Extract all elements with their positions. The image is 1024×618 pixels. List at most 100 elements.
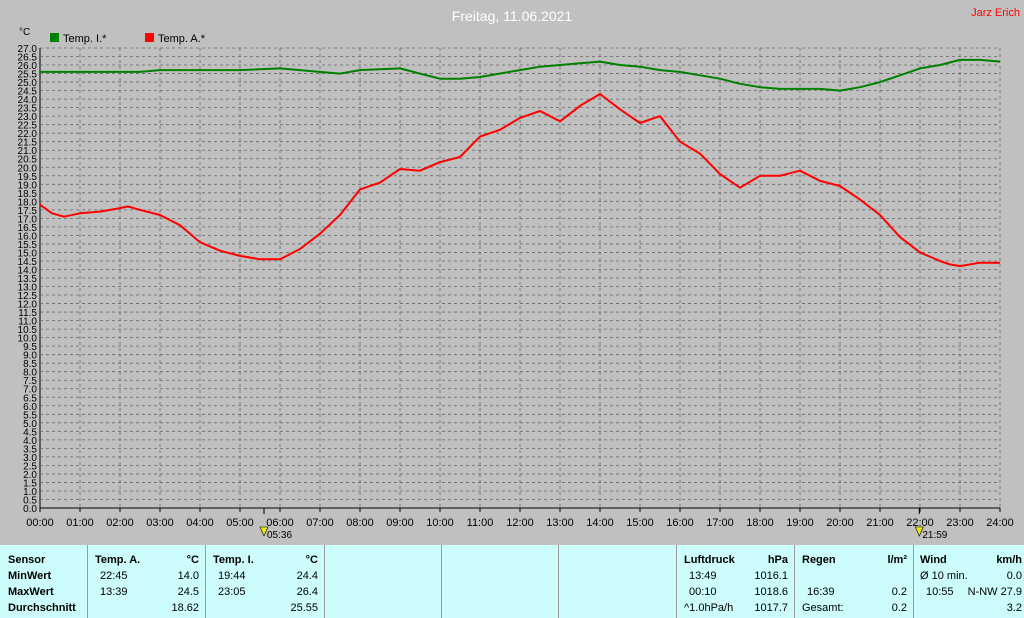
- y-tick-label: 6.0: [23, 402, 37, 413]
- sun-markers: 05:36 21:59: [259, 508, 948, 541]
- y-tick-label: 20.5: [18, 155, 38, 166]
- x-tick-label: 17:00: [706, 517, 734, 529]
- y-tick-label: 14.5: [18, 257, 38, 268]
- stats-wind-section: Wind km/h Ø 10 min. 0.0 10:55 N-NW 27.9 …: [914, 545, 1024, 618]
- x-tick-label: 05:00: [226, 517, 254, 529]
- rain-unit: l/m²: [887, 554, 907, 566]
- temp-a-header: Temp. A.: [95, 554, 141, 566]
- y-tick-label: 18.0: [18, 197, 38, 208]
- y-tick-label: 4.5: [23, 427, 37, 438]
- y-tick-label: 5.5: [23, 410, 37, 421]
- y-tick-label: 11.0: [18, 317, 37, 328]
- sunset-time-label: 21:59: [922, 530, 947, 541]
- y-tick-label: 9.0: [23, 351, 37, 362]
- temp-i-min-time: 19:44: [218, 570, 246, 582]
- temp-a-unit: °C: [186, 554, 199, 566]
- y-tick-label: 24.0: [18, 95, 38, 106]
- x-tick-label: 00:00: [26, 517, 54, 529]
- y-tick-label: 2.5: [23, 461, 37, 472]
- y-tick-label: 25.5: [18, 70, 38, 81]
- y-tick-label: 1.0: [23, 487, 37, 498]
- sunrise-icon: [259, 526, 269, 537]
- y-tick-label: 1.5: [23, 478, 37, 489]
- rain-header: Regen: [802, 554, 836, 566]
- y-tick-label: 3.5: [23, 444, 37, 455]
- y-tick-label: 19.5: [18, 172, 38, 183]
- y-tick-label: 18.5: [18, 189, 38, 200]
- y-tick-label: 16.5: [18, 223, 38, 234]
- x-tick-label: 06:00: [266, 517, 294, 529]
- legend-label-temp-i: Temp. I.*: [63, 33, 107, 45]
- y-tick-label: 19.0: [18, 180, 38, 191]
- wind-gust-time: 10:55: [926, 586, 954, 598]
- y-tick-label: 7.5: [23, 376, 37, 387]
- sunset-marker: 21:59: [914, 508, 948, 541]
- x-tick-label: 08:00: [346, 517, 374, 529]
- sunset-icon: [914, 526, 924, 537]
- max-label: MaxWert: [8, 586, 54, 598]
- x-tick-label: 24:00: [986, 517, 1014, 529]
- y-tick-label: 23.0: [18, 112, 38, 123]
- y-tick-label: 8.5: [23, 359, 37, 370]
- y-tick-label: 16.0: [18, 231, 38, 242]
- legend-swatch-temp-a: [145, 33, 154, 42]
- pressure-trend: 1017.7: [754, 602, 788, 614]
- temp-a-min: 14.0: [177, 570, 199, 582]
- x-tick-label: 07:00: [306, 517, 334, 529]
- wind-gust-dir: N-NW 27.9: [967, 586, 1022, 598]
- x-tick-label: 15:00: [626, 517, 654, 529]
- rain-total: 0.2: [891, 602, 907, 614]
- y-tick-label: 13.5: [18, 274, 38, 285]
- y-tick-label: 22.0: [18, 129, 38, 140]
- wind-avg10: 0.0: [1006, 570, 1022, 582]
- y-tick-label: 12.0: [18, 300, 38, 311]
- temp-i-avg: 25.55: [290, 602, 318, 614]
- x-tick-label: 13:00: [546, 517, 574, 529]
- chart-area: Freitag, 11.06.2021 Jarz Erich °C Temp. …: [18, 7, 1020, 541]
- x-tick-label: 18:00: [746, 517, 774, 529]
- y-tick-label: 22.5: [18, 121, 38, 132]
- temp-a-max-time: 13:39: [100, 586, 128, 598]
- y-tick-label: 24.5: [18, 87, 38, 98]
- y-tick-label: 15.5: [18, 240, 38, 251]
- pressure-unit: hPa: [767, 554, 788, 566]
- x-tick-label: 10:00: [426, 517, 454, 529]
- stats-empty-section-2: [442, 545, 559, 618]
- pressure-min: 1016.1: [754, 570, 788, 582]
- y-tick-label: 3.0: [23, 453, 37, 464]
- rain-time: 16:39: [807, 586, 835, 598]
- min-label: MinWert: [8, 570, 52, 582]
- y-tick-label: 27.0: [18, 44, 38, 55]
- x-tick-label: 19:00: [786, 517, 814, 529]
- y-tick-label: 12.5: [18, 291, 38, 302]
- x-tick-label: 22:00: [906, 517, 934, 529]
- pressure-min-time: 13:49: [689, 570, 717, 582]
- y-tick-label: 2.0: [23, 470, 37, 481]
- stats-sensor-section: Sensor MinWert MaxWert Durchschnitt: [0, 545, 88, 618]
- y-tick-label: 23.5: [18, 104, 38, 115]
- y-tick-label: 10.5: [18, 325, 38, 336]
- pressure-trend-label: ^1.0hPa/h: [684, 602, 734, 614]
- sunrise-time-label: 05:36: [267, 530, 292, 541]
- x-tick-label: 03:00: [146, 517, 174, 529]
- y-tick-label: 21.5: [18, 138, 38, 149]
- wind-current: 3.2: [1006, 602, 1022, 614]
- rain-value: 0.2: [891, 586, 907, 598]
- sensor-label: Sensor: [8, 554, 46, 566]
- series-line-temp-i: [40, 58, 1001, 92]
- y-tick-label: 10.0: [18, 334, 38, 345]
- legend-swatch-temp-i: [50, 33, 59, 42]
- pressure-header: Luftdruck: [684, 554, 735, 566]
- temp-a-avg: 18.62: [171, 602, 199, 614]
- x-tick-label: 01:00: [66, 517, 94, 529]
- sunrise-marker: 05:36: [259, 508, 292, 541]
- x-tick-label: 21:00: [866, 517, 894, 529]
- y-tick-label: 0.5: [23, 495, 37, 506]
- x-tick-label: 11:00: [467, 517, 494, 529]
- plot-lines: [39, 58, 1001, 268]
- chart-title: Freitag, 11.06.2021: [452, 8, 573, 24]
- x-tick-label: 09:00: [386, 517, 414, 529]
- wind-header: Wind: [920, 554, 947, 566]
- x-axis: 00:00 01:00 02:00 03:00 04:00 05:00 06:00 07:00…: [26, 508, 1014, 529]
- temp-i-header: Temp. I.: [213, 554, 254, 566]
